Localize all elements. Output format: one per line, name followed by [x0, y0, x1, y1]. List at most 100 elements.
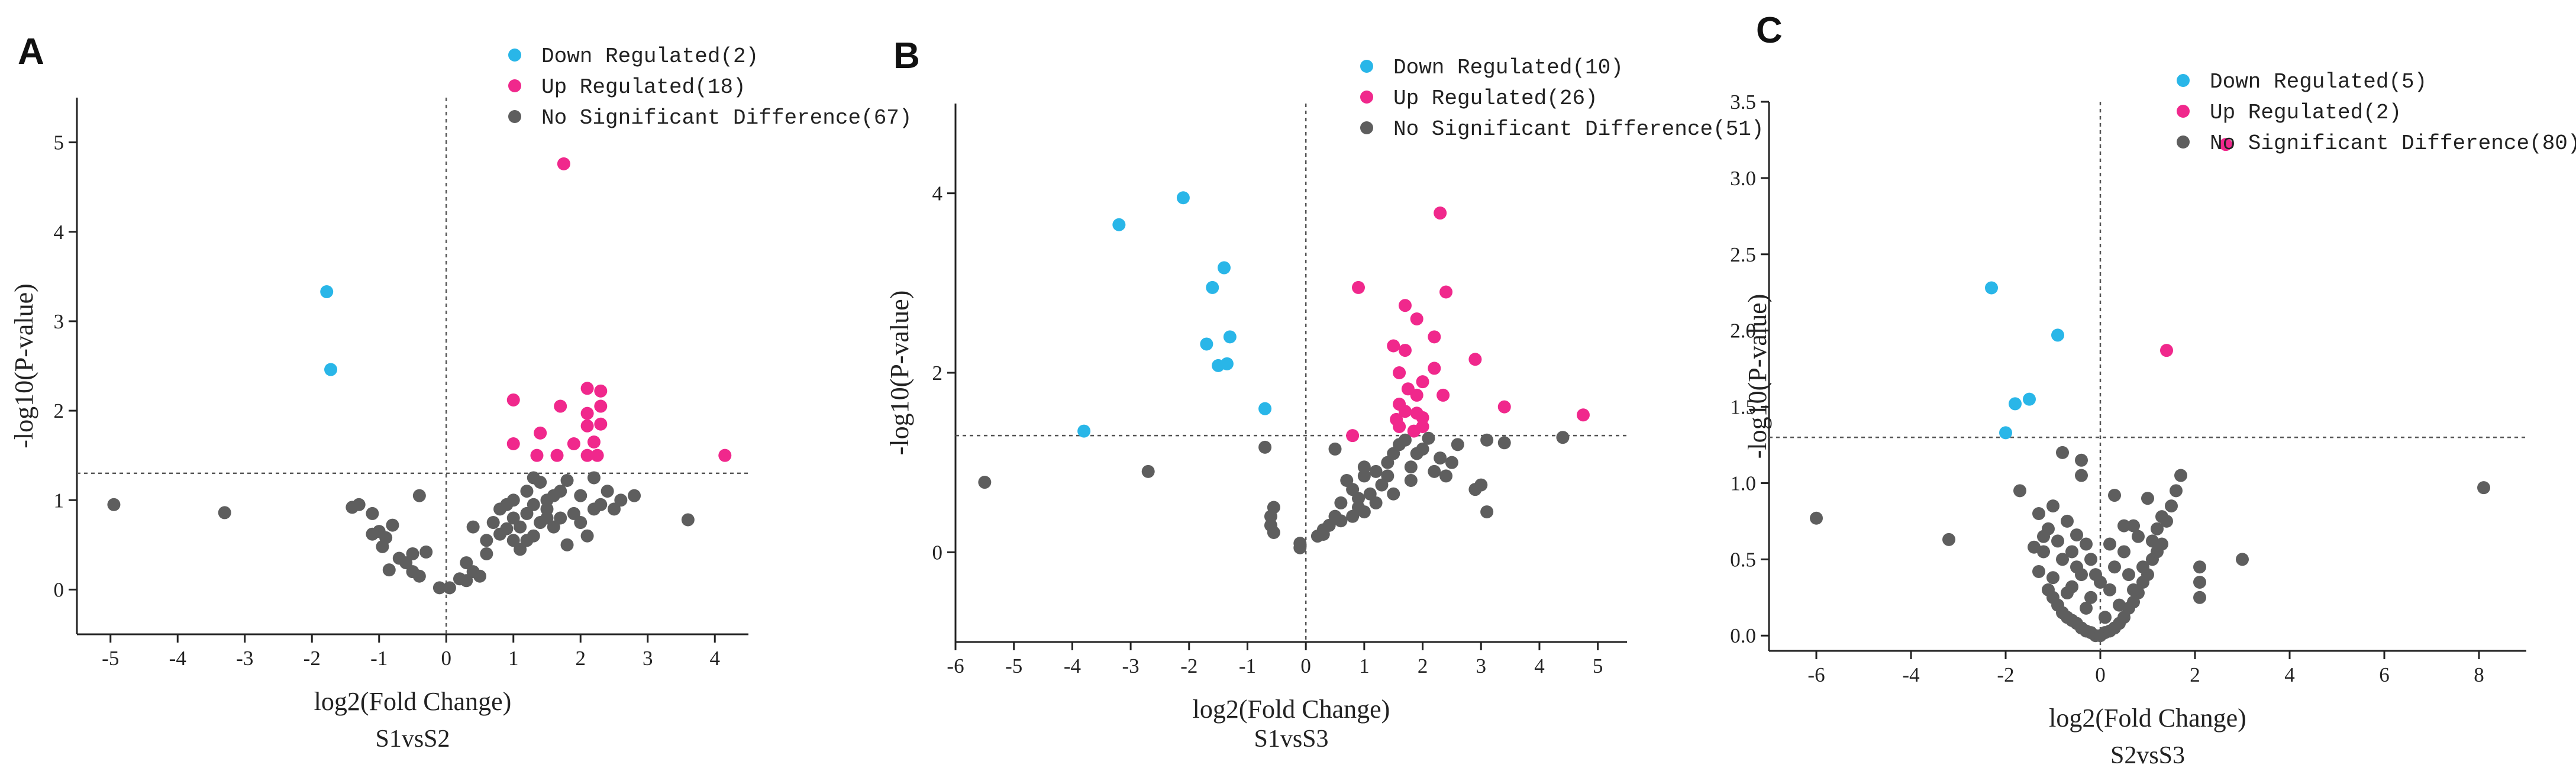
point-ns	[2170, 484, 2183, 498]
point-ns	[2056, 553, 2069, 566]
point-ns	[2236, 553, 2249, 566]
point-up	[1576, 408, 1590, 422]
point-ns	[2117, 545, 2130, 559]
legend-marker	[2177, 105, 2190, 118]
point-ns	[506, 493, 520, 507]
point-up	[1428, 330, 1441, 344]
x-axis-title: log2(Fold Change)	[1193, 695, 1390, 724]
y-tick-label: 2	[54, 399, 64, 422]
panel-a: A -5 -4 -3 -2 -1 0 1 2 3 4 0 1 2 3 4 5 Down Regulated(2) U…	[9, 31, 912, 753]
point-up	[718, 449, 732, 462]
point-ns	[2084, 553, 2097, 566]
y-axis-title: -log10(P-value)	[9, 283, 38, 449]
point-ns	[443, 581, 456, 595]
point-ns	[2013, 484, 2026, 498]
panel-c: C -6 -4 -2 0 2 4 6 8 0.0 0.5 1.0 1.5 2.0 2.5 3.0 3.5 Down…	[1730, 10, 2576, 769]
legend-label: Up Regulated(2)	[2210, 101, 2401, 125]
point-ns	[560, 473, 574, 487]
point-ns	[1352, 492, 1365, 505]
series-up	[1346, 207, 1590, 443]
point-ns	[1369, 464, 1383, 478]
x-tick-label: 0	[441, 647, 452, 670]
point-ns	[587, 471, 601, 485]
point-down	[1220, 357, 1234, 370]
point-down	[1206, 280, 1219, 294]
point-ns	[2075, 568, 2088, 582]
point-ns	[1428, 464, 1441, 478]
point-ns	[1316, 528, 1330, 541]
point-ns	[1942, 533, 1955, 546]
point-up	[550, 449, 564, 462]
legend-marker	[2177, 135, 2190, 149]
point-up	[580, 449, 594, 462]
legend: Down Regulated(2) Up Regulated(18) No Sign…	[508, 44, 912, 130]
x-tick-label: 1	[508, 647, 519, 670]
point-down	[1200, 337, 1213, 351]
point-ns	[2193, 576, 2206, 589]
series-ns	[107, 471, 695, 595]
point-ns	[366, 527, 379, 541]
x-tick-label: -1	[370, 647, 388, 670]
point-up	[1439, 285, 1453, 299]
series-down	[1077, 191, 1272, 438]
point-down	[1999, 426, 2012, 440]
point-up	[1410, 312, 1423, 325]
legend: Down Regulated(5) Up Regulated(2) No Signi…	[2177, 70, 2576, 156]
point-ns	[1258, 440, 1272, 454]
point-ns	[2151, 522, 2164, 535]
point-up	[1416, 411, 1429, 424]
point-ns	[587, 502, 601, 516]
x-tick-label: -2	[1180, 654, 1197, 677]
point-ns	[628, 489, 641, 502]
point-up	[1387, 339, 1400, 353]
x-tick-label: 0	[2095, 663, 2106, 686]
y-tick-label: 2.0	[1730, 320, 1756, 343]
point-ns	[2075, 453, 2088, 467]
x-tick-label: -5	[102, 647, 119, 670]
comparison-subtitle: S1vsS2	[375, 725, 450, 753]
y-tick-label: 0.5	[1730, 548, 1756, 571]
series-up	[506, 157, 732, 462]
point-ns	[1357, 469, 1371, 483]
point-up	[1434, 207, 1447, 220]
point-ns	[540, 502, 554, 516]
point-ns	[1398, 433, 1412, 447]
point-ns	[107, 498, 121, 511]
point-ns	[1404, 460, 1418, 474]
point-ns	[567, 506, 580, 520]
x-tick-label: 8	[2474, 663, 2484, 686]
point-up	[580, 419, 594, 433]
point-ns	[554, 485, 567, 498]
point-ns	[574, 516, 587, 530]
point-up	[1398, 344, 1412, 357]
point-ns	[560, 538, 574, 551]
point-ns	[486, 516, 500, 530]
point-ns	[493, 527, 507, 541]
comparison-subtitle: S1vsS3	[1254, 725, 1328, 753]
point-ns	[352, 498, 366, 511]
point-ns	[1480, 433, 1494, 447]
point-ns	[520, 485, 534, 498]
legend-marker	[508, 79, 521, 92]
comparison-subtitle: S2vsS3	[2110, 742, 2185, 769]
x-tick-label: -2	[304, 647, 321, 670]
y-tick-label: 1.0	[1730, 472, 1756, 495]
point-ns	[1474, 478, 1488, 492]
point-ns	[2028, 540, 2041, 554]
point-up	[1410, 388, 1423, 402]
point-ns	[1357, 505, 1371, 519]
point-up	[506, 393, 520, 406]
point-ns	[466, 520, 480, 534]
legend-marker	[1360, 121, 1373, 134]
point-ns	[480, 547, 493, 560]
point-down	[1077, 424, 1091, 438]
point-ns	[1497, 436, 1511, 450]
point-ns	[1451, 438, 1464, 451]
point-ns	[1357, 460, 1371, 474]
y-axis-title: -log10(P-value)	[885, 291, 914, 456]
y-tick-label: 0	[932, 541, 943, 564]
x-tick-label: 2	[1418, 654, 1428, 677]
point-ns	[432, 581, 446, 595]
legend-label: No Significant Difference(67)	[541, 106, 912, 130]
point-up	[1398, 299, 1412, 312]
